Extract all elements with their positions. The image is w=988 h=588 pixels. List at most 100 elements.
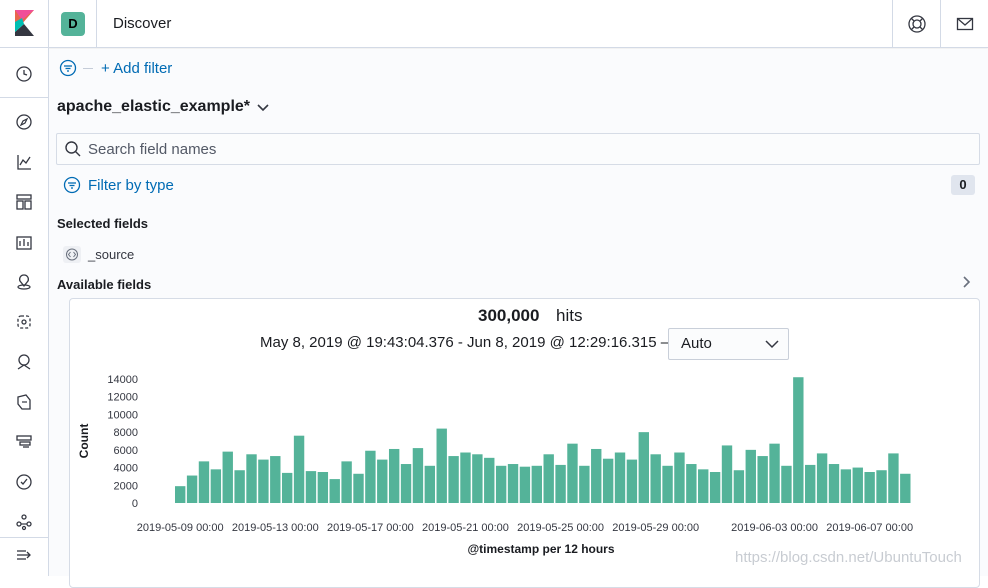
maps-icon[interactable] (14, 272, 34, 292)
watermark-text: https://blog.csdn.net/UbuntuTouch (735, 549, 962, 566)
apm-icon[interactable] (14, 432, 34, 452)
histogram-bar[interactable] (745, 449, 756, 503)
hits-count: 300,000 (478, 306, 540, 325)
histogram-bar[interactable] (816, 453, 828, 503)
histogram-bar[interactable] (424, 465, 436, 503)
histogram-bar[interactable] (614, 452, 626, 503)
y-tick-label: 14000 (107, 374, 138, 386)
histogram-bar[interactable] (757, 456, 768, 503)
space-selector[interactable]: D (49, 0, 97, 48)
collapse-nav-icon[interactable] (14, 545, 34, 565)
histogram-bar[interactable] (638, 432, 649, 503)
histogram-bar[interactable] (317, 472, 329, 503)
histogram-bar[interactable] (246, 454, 257, 503)
histogram-bar[interactable] (436, 428, 447, 503)
histogram-bar[interactable] (472, 454, 483, 503)
histogram-bar[interactable] (698, 469, 709, 503)
histogram-bar[interactable] (270, 456, 281, 503)
x-tick-label: 2019-05-21 00:00 (422, 522, 509, 534)
logs-icon[interactable] (14, 392, 34, 412)
clock-icon[interactable] (14, 64, 34, 84)
histogram-bar[interactable] (828, 464, 840, 503)
search-field-names-input[interactable] (88, 140, 968, 158)
histogram-bar[interactable] (484, 457, 495, 503)
uptime-icon[interactable] (14, 472, 34, 492)
filter-by-type-button[interactable]: Filter by type (88, 177, 174, 194)
histogram-bar[interactable] (781, 465, 792, 503)
selected-fields-title: Selected fields (57, 216, 149, 231)
histogram-bar[interactable] (662, 465, 673, 503)
histogram-bar[interactable] (840, 469, 852, 503)
histogram-bar[interactable] (555, 464, 566, 503)
filter-type-icon[interactable] (63, 176, 81, 194)
compass-icon[interactable] (14, 112, 34, 132)
histogram-bar[interactable] (602, 458, 614, 503)
index-pattern-title[interactable]: apache_elastic_example* (57, 98, 251, 115)
histogram-bar[interactable] (186, 475, 198, 503)
histogram-bar[interactable] (281, 472, 293, 503)
histogram-bar[interactable] (258, 459, 269, 503)
histogram-bar[interactable] (460, 452, 471, 503)
x-tick-label: 2019-05-17 00:00 (327, 522, 414, 534)
field-source[interactable]: _source (88, 247, 135, 262)
histogram-bar[interactable] (519, 466, 531, 503)
space-avatar[interactable]: D (61, 12, 85, 36)
histogram-bar[interactable] (626, 459, 638, 503)
histogram-bar[interactable] (329, 479, 340, 503)
histogram-bar[interactable] (674, 452, 685, 503)
chevron-right-icon[interactable] (961, 275, 973, 289)
histogram-bar[interactable] (412, 448, 424, 503)
infra-icon[interactable] (14, 352, 34, 372)
histogram-bar[interactable] (888, 453, 899, 503)
visualize-icon[interactable] (14, 152, 34, 172)
histogram-bar[interactable] (531, 465, 542, 503)
histogram-bar[interactable] (377, 459, 388, 503)
histogram-bar[interactable] (341, 461, 352, 503)
kibana-logo-icon[interactable] (0, 0, 49, 48)
histogram-bar[interactable] (305, 471, 317, 503)
add-filter-button[interactable]: + Add filter (101, 60, 173, 77)
histogram-bar[interactable] (721, 445, 733, 503)
mail-button[interactable] (940, 0, 988, 48)
histogram-bar[interactable] (579, 465, 590, 503)
histogram-bar[interactable] (495, 465, 507, 503)
histogram-bar[interactable] (507, 464, 519, 503)
histogram-bar[interactable] (448, 456, 459, 503)
histogram-bar[interactable] (388, 448, 400, 503)
histogram-bar[interactable] (222, 451, 233, 503)
histogram-bar[interactable] (709, 472, 721, 503)
histogram-bar[interactable] (353, 473, 364, 503)
histogram-bar[interactable] (864, 472, 875, 503)
y-tick-label: 0 (132, 498, 138, 510)
histogram-bar[interactable] (543, 454, 554, 503)
y-axis-label: Count (77, 424, 91, 459)
histogram-bar[interactable] (234, 470, 245, 503)
dashboard-icon[interactable] (14, 192, 34, 212)
histogram-bar[interactable] (650, 454, 661, 503)
histogram-bar[interactable] (769, 443, 780, 503)
histogram-chart: Count 0 2000 4000 6000 8000 10000 12000 14000 2… (77, 374, 913, 556)
histogram-bar[interactable] (175, 486, 186, 503)
histogram-bar[interactable] (591, 448, 602, 503)
filter-options-icon[interactable] (59, 59, 79, 79)
x-tick-label: 2019-05-09 00:00 (137, 522, 224, 534)
histogram-bar[interactable] (198, 461, 210, 503)
canvas-icon[interactable] (14, 232, 34, 252)
histogram-bar[interactable] (876, 470, 887, 503)
histogram-bar[interactable] (900, 473, 911, 503)
chevron-down-icon[interactable] (254, 99, 272, 117)
histogram-bar[interactable] (365, 450, 376, 503)
histogram-bar[interactable] (852, 467, 863, 503)
histogram-bar[interactable] (210, 469, 222, 503)
histogram-bar[interactable] (293, 435, 305, 503)
histogram-bar[interactable] (686, 464, 697, 503)
histogram-bar[interactable] (793, 377, 804, 503)
histogram-bar[interactable] (805, 464, 816, 503)
ml-icon[interactable] (14, 312, 34, 332)
y-tick-label: 12000 (107, 392, 138, 404)
histogram-bar[interactable] (567, 443, 578, 503)
histogram-bar[interactable] (733, 470, 745, 503)
graph-icon[interactable] (14, 512, 34, 532)
help-button[interactable] (892, 0, 940, 48)
histogram-bar[interactable] (400, 464, 412, 503)
